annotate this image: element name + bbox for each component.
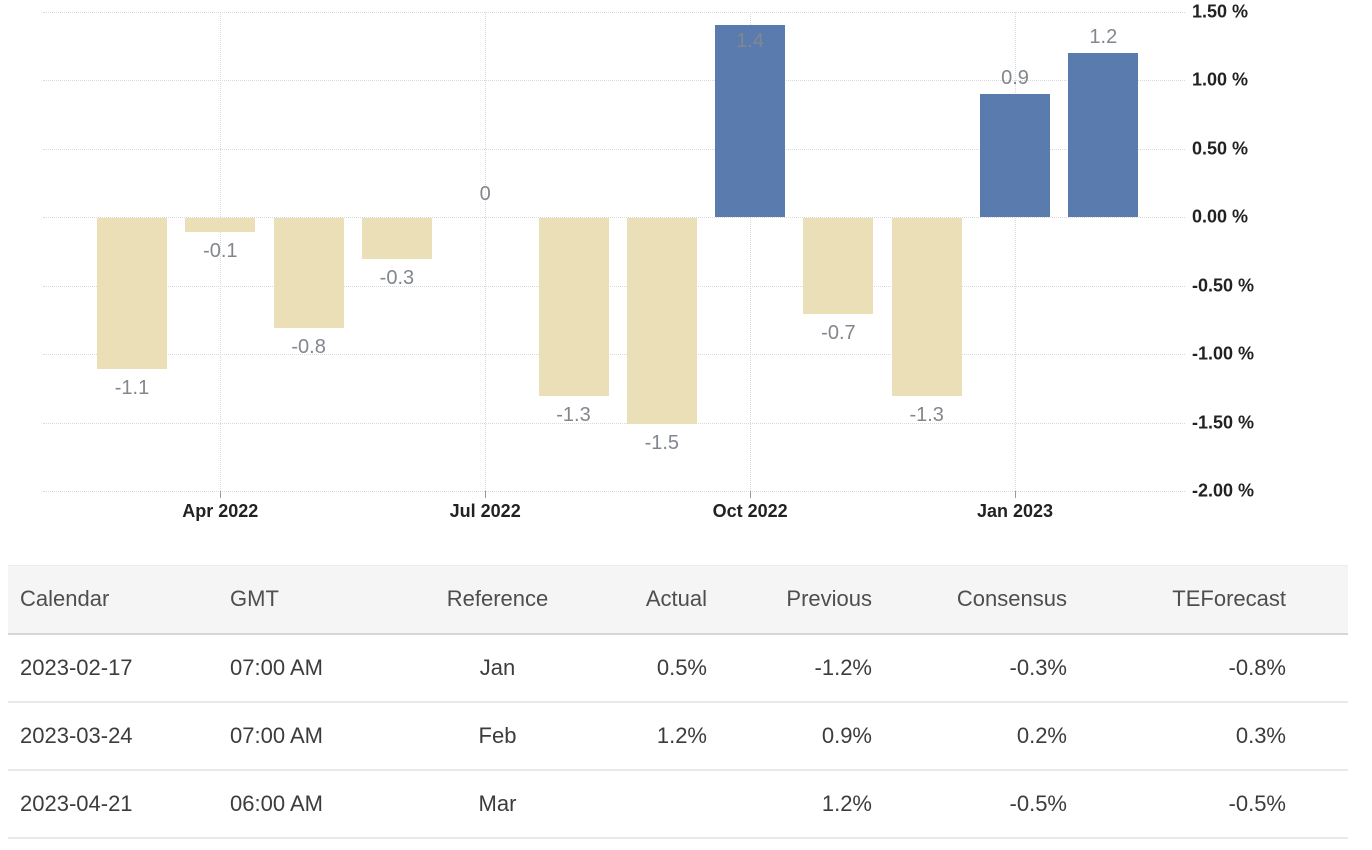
cell-previous: 0.9% — [821, 722, 872, 748]
y-gridline — [43, 422, 1185, 424]
y-axis-tick-label: -0.50 % — [1192, 275, 1255, 296]
table-row: 2023-02-17 07:00 AM Jan 0.5% -1.2% -0.3% -0.8% — [8, 633, 1348, 702]
column-header-previous: Previous — [786, 586, 872, 612]
cell-calendar: 2023-04-21 — [20, 790, 133, 816]
cell-reference: Jan — [479, 654, 516, 680]
x-axis-tick — [1015, 491, 1016, 498]
y-gridline — [43, 491, 1185, 492]
bar-value-label: 1.2 — [1089, 25, 1118, 48]
x-gridline — [485, 11, 487, 491]
bar-jan-2023[interactable] — [980, 93, 1050, 217]
y-gridline — [43, 217, 1185, 218]
cell-previous: 1.2% — [821, 790, 872, 816]
economic-calendar-table: Calendar GMT Reference Actual Previous C… — [8, 565, 1348, 839]
x-axis-tick-label: Apr 2022 — [182, 501, 259, 521]
bar-value-label: 0.9 — [1001, 66, 1029, 89]
x-axis-tick — [750, 491, 752, 498]
bar-value-label: -0.8 — [291, 335, 326, 358]
bar-value-label: 0 — [479, 183, 491, 205]
cell-gmt: 07:00 AM — [230, 654, 323, 680]
bar-value-label: -1.1 — [114, 376, 150, 399]
table-row: 2023-04-21 06:00 AM Mar 1.2% -0.5% -0.5% — [8, 769, 1348, 838]
bar-dec-2022[interactable] — [891, 218, 962, 397]
y-gridline — [43, 148, 1185, 150]
cell-teforecast: -0.8% — [1228, 654, 1286, 680]
column-header-actual: Actual — [645, 586, 707, 612]
column-header-teforecast: TEForecast — [1172, 586, 1286, 612]
x-axis-tick — [220, 491, 222, 498]
y-axis-tick-label: 0.00 % — [1192, 206, 1249, 227]
cell-actual — [575, 770, 707, 838]
x-gridline — [750, 11, 752, 491]
y-axis-tick-label: 0.50 % — [1192, 138, 1249, 159]
cell-consensus: 0.2% — [1016, 722, 1067, 748]
cell-actual: 1.2% — [656, 722, 707, 748]
y-axis-tick-label: -2.00 % — [1192, 480, 1255, 501]
cell-gmt: 07:00 AM — [230, 722, 323, 748]
x-axis-tick-label: Oct 2022 — [712, 501, 788, 521]
bar-mar-2022[interactable] — [97, 218, 167, 369]
column-header-reference: Reference — [446, 586, 549, 612]
cell-teforecast: 0.3% — [1235, 722, 1286, 748]
bar-value-label: -0.7 — [821, 321, 856, 344]
monthly-change-bar-chart: 1.50 % 1.00 % 0.50 % 0.00 % -0.50 % -1.00 % -1… — [43, 1, 1255, 521]
x-axis-tick-label: Jul 2022 — [449, 501, 521, 521]
x-gridline — [1015, 11, 1016, 491]
table-row: 2023-03-24 07:00 AM Feb 1.2% 0.9% 0.2% 0.3% — [8, 701, 1348, 770]
bar-value-label: 1.4 — [736, 30, 764, 53]
bar-may-2022[interactable] — [273, 218, 344, 328]
bar-value-label: -1.3 — [556, 404, 591, 427]
calendar-table-section: Calendar GMT Reference Actual Previous C… — [0, 565, 1372, 839]
column-header-consensus: Consensus — [956, 586, 1067, 612]
bar-value-label: -1.3 — [909, 404, 944, 427]
bar-sep-2022[interactable] — [626, 218, 697, 424]
y-gridline — [43, 285, 1185, 287]
cell-actual: 0.5% — [656, 654, 707, 680]
bar-feb-2023[interactable] — [1068, 52, 1139, 217]
y-gridline — [43, 80, 1185, 81]
y-axis-tick-label: -1.00 % — [1192, 343, 1255, 364]
x-axis-tick — [485, 491, 487, 498]
y-axis-tick-label: 1.00 % — [1192, 69, 1249, 90]
x-gridline — [220, 11, 222, 491]
cell-teforecast: -0.5% — [1228, 790, 1286, 816]
y-axis-tick-label: -1.50 % — [1192, 412, 1255, 433]
bar-value-label: -0.3 — [379, 267, 415, 290]
bar-value-label: -1.5 — [644, 431, 680, 454]
bar-aug-2022[interactable] — [538, 218, 609, 397]
x-axis-tick-label: Jan 2023 — [976, 501, 1054, 521]
cell-reference: Mar — [478, 790, 517, 816]
cell-gmt: 06:00 AM — [230, 790, 323, 816]
table-header-row: Calendar GMT Reference Actual Previous C… — [8, 565, 1348, 634]
y-gridline — [43, 354, 1185, 355]
column-header-gmt: GMT — [230, 586, 279, 612]
cell-consensus: -0.3% — [1009, 654, 1067, 680]
cell-consensus: -0.5% — [1009, 790, 1067, 816]
y-axis-tick-label: 1.50 % — [1192, 1, 1249, 22]
y-gridline — [43, 11, 1185, 13]
bar-value-label: -0.1 — [203, 239, 238, 262]
bar-apr-2022[interactable] — [185, 218, 256, 232]
bar-nov-2022[interactable] — [803, 218, 874, 314]
bar-jun-2022[interactable] — [361, 218, 432, 260]
bar-oct-2022[interactable] — [715, 25, 786, 217]
cell-calendar: 2023-03-24 — [20, 722, 133, 748]
cell-calendar: 2023-02-17 — [20, 654, 133, 680]
cell-previous: -1.2% — [814, 654, 872, 680]
column-header-calendar: Calendar — [20, 586, 110, 612]
cell-reference: Feb — [478, 722, 517, 748]
